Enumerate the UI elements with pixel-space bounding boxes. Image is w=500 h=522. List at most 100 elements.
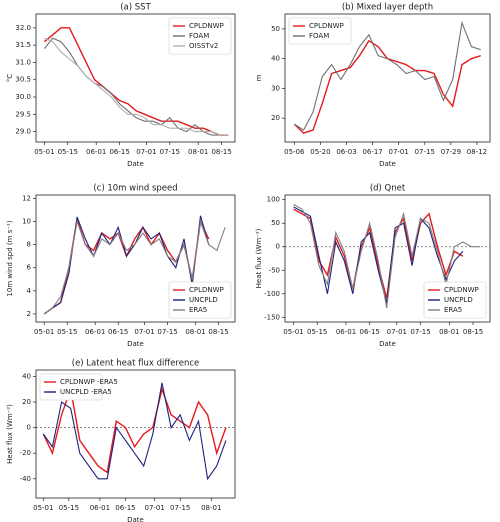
x-tick-label: 05-01 [34,328,54,336]
x-tick-label: 06-15 [115,504,135,512]
x-tick-label: 06-01 [86,148,106,156]
y-tick-label: 0 [27,424,31,432]
legend-label: OISSTv2 [189,42,218,50]
x-axis-label: Date [127,160,144,168]
series-line [293,208,464,299]
legend-label: FOAM [309,32,329,40]
x-tick-label: 07-01 [387,328,407,336]
y-tick-label: 40 [22,372,31,380]
x-tick-label: 06-01 [336,328,356,336]
x-tick-label: 06-15 [109,148,129,156]
y-tick-label: 8 [27,241,31,249]
series-line [293,203,480,308]
x-tick-label: 06-01 [90,504,110,512]
legend-label: CPLDNWP -ERA5 [60,378,118,386]
x-tick-label: 08-01 [201,504,221,512]
x-tick-label: 08-15 [208,328,228,336]
x-tick-label: 07-01 [389,148,409,156]
x-tick-label: 07-01 [144,504,164,512]
legend-label: CPLDNWP [189,286,224,294]
y-axis-label: m [255,74,263,81]
x-axis-label: Date [379,340,396,348]
panel-title: (e) Latent heat flux difference [72,359,200,369]
y-tick-label: 50 [271,25,280,33]
y-tick-label: 2 [27,310,31,318]
y-tick-label: -20 [20,449,31,457]
x-tick-label: 07-15 [160,148,180,156]
x-tick-label: 08-01 [439,328,459,336]
plot-frame [35,369,236,499]
series-line [42,382,227,481]
legend-box [168,17,232,55]
legend-box [39,373,103,401]
y-tick-label: 20 [22,398,31,406]
x-axis-label: Date [127,516,144,522]
y-axis-label: Heat flux (Wm⁻²) [255,228,263,288]
y-tick-label: -50 [269,266,280,274]
x-tick-label: 07-29 [441,148,461,156]
legend-label: FOAM [189,32,209,40]
x-tick-label: 05-15 [57,328,77,336]
x-tick-label: 08-12 [467,148,487,156]
y-tick-label: -100 [264,290,280,298]
legend-label: CPLDNWP [309,22,344,30]
legend-label: ERA5 [444,306,462,314]
legend-label: UNCPLD [189,296,218,304]
x-tick-label: 06-15 [360,328,380,336]
x-tick-label: 05-06 [284,148,305,156]
y-tick-label: 50 [271,219,280,227]
plot-frame [35,13,236,143]
plot-frame [284,13,491,143]
x-tick-label: 06-15 [108,328,128,336]
y-axis-label: Heat flux (Wm⁻²) [6,404,14,464]
series-line [43,219,226,315]
y-axis-label: 10m wind spd (m s⁻¹) [6,220,14,296]
legend-label: UNCPLD -ERA5 [60,388,112,396]
legend-label: CPLDNWP [444,286,479,294]
series-line [43,37,229,136]
x-tick-label: 07-15 [157,328,177,336]
y-tick-label: 30.5 [15,76,31,84]
series-line [293,39,481,134]
panel-title: (d) Qnet [370,184,406,194]
y-tick-label: 100 [267,196,280,204]
y-tick-label: 12 [22,194,31,202]
y-tick-label: 10 [22,218,31,226]
x-tick-label: 07-01 [136,148,156,156]
x-tick-label: 07-15 [415,148,435,156]
series-line [42,386,227,474]
x-tick-label: 05-15 [307,328,327,336]
x-tick-label: 07-01 [134,328,154,336]
y-tick-label: -150 [264,313,280,321]
y-tick-label: 31.5 [15,41,31,49]
y-tick-label: -40 [20,475,31,483]
y-tick-label: 29.5 [15,110,31,118]
y-tick-label: 40 [271,55,280,63]
x-tick-label: 05-01 [33,504,53,512]
legend-label: CPLDNWP [189,22,224,30]
series-line [293,206,464,304]
x-tick-label: 06-01 [85,328,105,336]
y-tick-label: 29.0 [15,128,31,136]
y-tick-label: 4 [27,287,32,295]
y-tick-label: 30 [271,84,280,92]
x-tick-label: 07-15 [170,504,190,512]
y-tick-label: 30.0 [15,93,31,101]
x-tick-label: 08-01 [188,148,208,156]
legend-box [423,281,487,319]
y-tick-label: 31.0 [15,58,31,66]
y-tick-label: 32.0 [15,24,31,32]
x-tick-label: 06-03 [336,148,356,156]
panel-title: (b) Mixed layer depth [342,3,433,13]
plot-frame [284,194,491,323]
x-tick-label: 05-15 [59,504,79,512]
series-line [43,27,229,136]
plot-frame [35,194,236,323]
x-tick-label: 08-01 [185,328,205,336]
x-tick-label: 06-17 [362,148,382,156]
y-tick-label: 6 [27,264,32,272]
legend-box [288,17,352,45]
x-tick-label: 08-15 [463,328,483,336]
x-tick-label: 05-01 [283,328,303,336]
